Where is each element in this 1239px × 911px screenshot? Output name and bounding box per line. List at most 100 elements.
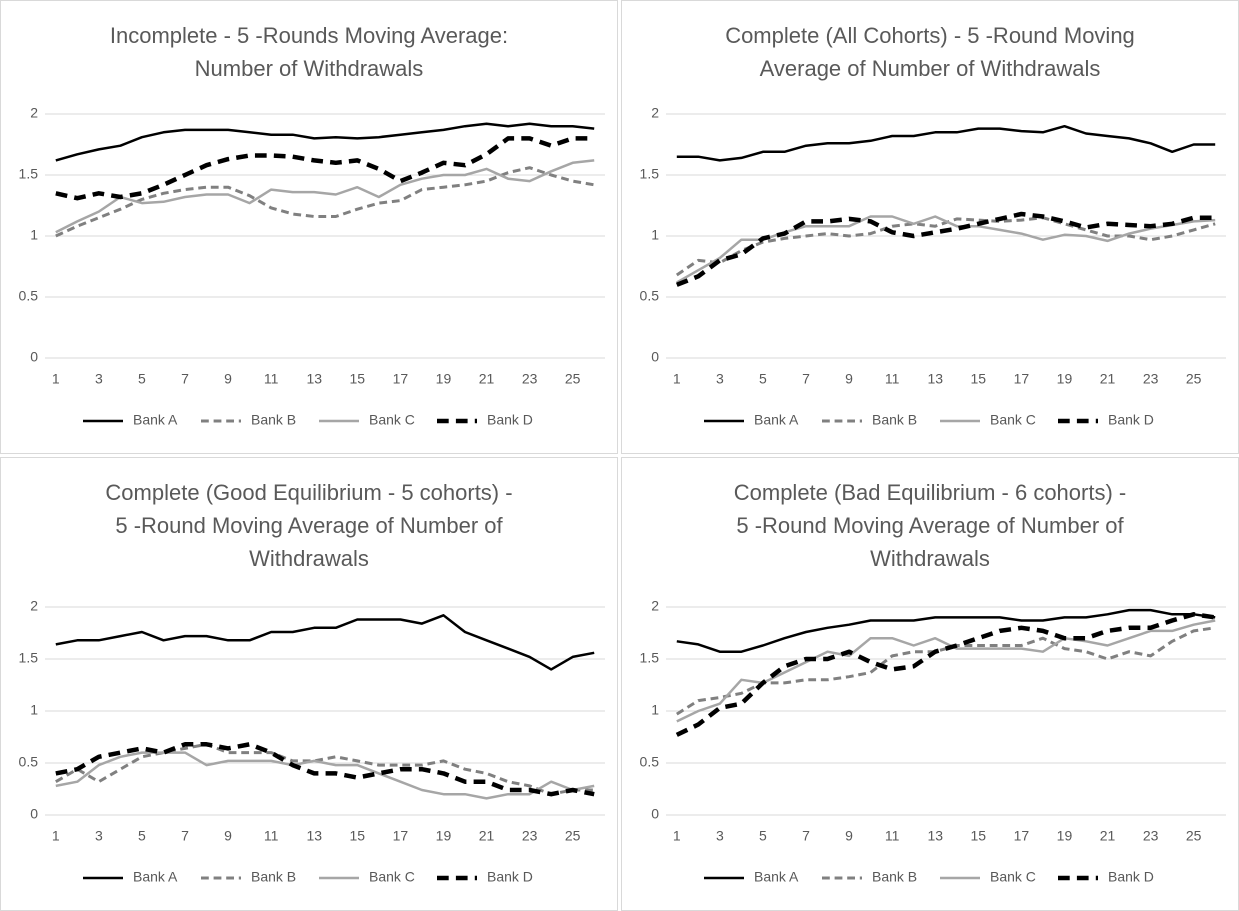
x-tick-label: 17 [393, 828, 409, 844]
series-line [55, 614, 595, 671]
legend-label: Bank A [754, 869, 799, 885]
y-tick-label: 1.5 [19, 650, 39, 666]
x-tick-label: 21 [479, 371, 495, 387]
x-tick-label: 9 [224, 371, 232, 387]
y-tick-label: 0 [651, 806, 659, 822]
y-tick-label: 0.5 [640, 288, 660, 304]
x-tick-label: 15 [971, 371, 987, 387]
x-tick-label: 1 [673, 371, 681, 387]
legend-label: Bank D [487, 412, 533, 428]
legend-label: Bank B [872, 869, 917, 885]
chart-title: Average of Number of Withdrawals [760, 56, 1101, 81]
x-tick-label: 17 [1014, 828, 1030, 844]
x-tick-label: 13 [927, 828, 943, 844]
x-tick-label: 3 [716, 371, 724, 387]
x-tick-label: 25 [1186, 371, 1202, 387]
x-tick-label: 21 [1100, 371, 1116, 387]
chart-panel: Incomplete - 5 -Rounds Moving Average: Nu… [0, 0, 618, 454]
legend-label: Bank D [1108, 412, 1154, 428]
x-tick-label: 17 [1014, 371, 1030, 387]
x-tick-label: 15 [350, 371, 366, 387]
chart-title: Number of Withdrawals [195, 56, 424, 81]
x-tick-label: 23 [522, 371, 538, 387]
x-tick-label: 7 [181, 371, 189, 387]
legend-label: Bank B [251, 412, 296, 428]
legend-label: Bank D [487, 869, 533, 885]
y-tick-label: 0.5 [19, 288, 39, 304]
x-tick-label: 5 [759, 828, 767, 844]
x-tick-label: 3 [716, 828, 724, 844]
x-tick-label: 19 [1057, 828, 1073, 844]
x-tick-label: 19 [436, 828, 452, 844]
y-tick-label: 1.5 [640, 166, 660, 182]
x-tick-label: 13 [927, 371, 943, 387]
x-tick-label: 21 [1100, 828, 1116, 844]
series-line [676, 124, 1216, 162]
y-tick-label: 1 [30, 227, 38, 243]
x-tick-label: 7 [802, 828, 810, 844]
x-tick-label: 1 [52, 828, 60, 844]
series-line [55, 166, 595, 238]
x-tick-label: 3 [95, 371, 103, 387]
x-tick-label: 7 [802, 371, 810, 387]
x-tick-label: 13 [306, 371, 322, 387]
series-line [676, 608, 1216, 653]
y-tick-label: 0 [30, 349, 38, 365]
chart-title: 5 -Round Moving Average of Number of [115, 513, 503, 538]
y-tick-label: 1 [30, 702, 38, 718]
x-tick-label: 17 [393, 371, 409, 387]
x-tick-label: 25 [1186, 828, 1202, 844]
y-tick-label: 1 [651, 227, 659, 243]
x-tick-label: 21 [479, 828, 495, 844]
y-tick-label: 0.5 [19, 754, 39, 770]
x-tick-label: 11 [885, 371, 900, 387]
chart-panel: Complete (Bad Equilibrium - 6 cohorts) -… [621, 457, 1239, 911]
x-tick-label: 15 [350, 828, 366, 844]
legend-label: Bank C [990, 412, 1036, 428]
y-tick-label: 1 [651, 702, 659, 718]
chart-title: Withdrawals [870, 546, 990, 571]
series-line [675, 612, 1216, 737]
legend-label: Bank B [251, 869, 296, 885]
series-line [55, 751, 595, 800]
chart-panel: Complete (All Cohorts) - 5 -Round Moving… [621, 0, 1239, 454]
series-line [676, 619, 1216, 723]
series-line [55, 742, 595, 796]
legend-label: Bank B [872, 412, 917, 428]
legend-label: Bank C [369, 869, 415, 885]
y-tick-label: 1.5 [19, 166, 39, 182]
x-tick-label: 5 [138, 371, 146, 387]
chart-title: Complete (All Cohorts) - 5 -Round Moving [725, 23, 1135, 48]
legend-label: Bank A [754, 412, 799, 428]
chart-title: Incomplete - 5 -Rounds Moving Average: [110, 23, 508, 48]
x-tick-label: 9 [845, 371, 853, 387]
chart-title: 5 -Round Moving Average of Number of [736, 513, 1124, 538]
y-tick-label: 0.5 [640, 754, 660, 770]
series-line [675, 211, 1216, 287]
chart-title: Complete (Bad Equilibrium - 6 cohorts) - [734, 480, 1126, 505]
legend-label: Bank C [369, 412, 415, 428]
x-tick-label: 1 [673, 828, 681, 844]
x-tick-label: 5 [138, 828, 146, 844]
series-line [55, 136, 595, 201]
chart-title: Withdrawals [249, 546, 369, 571]
x-tick-label: 3 [95, 828, 103, 844]
x-tick-label: 25 [565, 371, 581, 387]
x-tick-label: 19 [436, 371, 452, 387]
x-tick-label: 25 [565, 828, 581, 844]
y-tick-label: 1.5 [640, 650, 660, 666]
y-tick-label: 0 [651, 349, 659, 365]
x-tick-label: 23 [522, 828, 538, 844]
panel-border [0, 0, 618, 454]
y-tick-label: 2 [30, 598, 38, 614]
legend-label: Bank C [990, 869, 1036, 885]
y-tick-label: 2 [651, 598, 659, 614]
y-tick-label: 2 [651, 105, 659, 121]
series-line [55, 122, 595, 162]
x-tick-label: 23 [1143, 371, 1159, 387]
y-tick-label: 0 [30, 806, 38, 822]
x-tick-label: 19 [1057, 371, 1073, 387]
x-tick-label: 23 [1143, 828, 1159, 844]
